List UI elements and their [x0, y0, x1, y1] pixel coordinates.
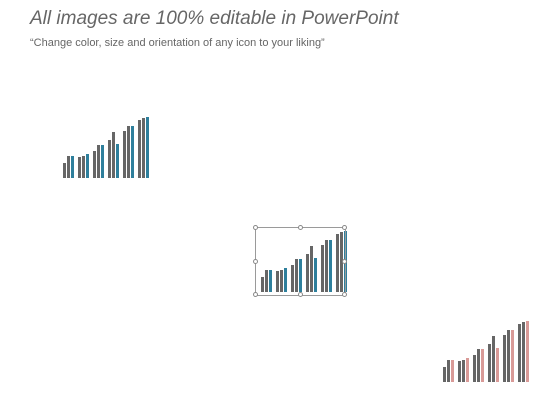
icon-bar: [112, 132, 115, 178]
icon-bar: [93, 151, 96, 178]
icon-bar: [86, 154, 89, 178]
icon-bar: [526, 321, 529, 382]
icon-bar: [280, 270, 283, 292]
icon-bar: [265, 270, 268, 292]
icon-bar: [522, 322, 525, 382]
icon-bar: [138, 120, 141, 178]
icon-bar: [325, 240, 328, 292]
icon-bar: [269, 270, 272, 292]
icon-bar: [82, 156, 85, 178]
resize-handle-top-right[interactable]: [342, 225, 347, 230]
icon-bar: [443, 367, 446, 382]
icon-bar: [496, 348, 499, 382]
icon-bar: [291, 265, 294, 292]
resize-handle-bottom-center[interactable]: [298, 292, 303, 297]
icon-bar: [127, 126, 130, 178]
slide-title: All images are 100% editable in PowerPoi…: [30, 8, 399, 29]
selection-frame[interactable]: [253, 225, 347, 297]
icon-bar: [488, 344, 491, 382]
icon-bar: [116, 144, 119, 178]
bar-chart-icon-pink[interactable]: [442, 320, 529, 384]
resize-handle-top-left[interactable]: [253, 225, 258, 230]
icon-bar: [123, 131, 126, 178]
icon-bar: [473, 355, 476, 382]
icon-bar: [314, 258, 317, 292]
icon-bar: [108, 140, 111, 178]
resize-handle-bottom-left[interactable]: [253, 292, 258, 297]
icon-bar: [503, 335, 506, 382]
icon-bar: [507, 330, 510, 382]
resize-handle-middle-right[interactable]: [342, 259, 347, 264]
icon-bar: [306, 254, 309, 292]
icon-bar: [276, 271, 279, 292]
icon-bar: [340, 232, 343, 292]
icon-bar: [447, 360, 450, 382]
resize-handle-bottom-right[interactable]: [342, 292, 347, 297]
bar-chart-icon-teal[interactable]: [62, 116, 149, 180]
icon-bar: [477, 349, 480, 382]
icon-bar: [481, 349, 484, 382]
icon-bar: [299, 259, 302, 292]
icon-bar: [451, 360, 454, 382]
icon-bar: [78, 157, 81, 178]
icon-bar: [101, 145, 104, 178]
icon-bar: [71, 156, 74, 178]
icon-bar: [131, 126, 134, 178]
icon-bar: [67, 156, 70, 178]
icon-bar: [63, 163, 66, 178]
icon-bar: [321, 245, 324, 292]
slide-subtitle: “Change color, size and orientation of a…: [30, 37, 325, 49]
icon-bar: [492, 336, 495, 382]
icon-bar: [518, 324, 521, 382]
icon-bar: [329, 240, 332, 292]
icon-bar: [458, 361, 461, 382]
icon-bar: [142, 118, 145, 178]
icon-bar: [462, 360, 465, 382]
icon-bar: [466, 358, 469, 382]
icon-bar: [336, 234, 339, 292]
resize-handle-middle-left[interactable]: [253, 259, 258, 264]
icon-bar: [511, 330, 514, 382]
icon-bar: [261, 277, 264, 292]
icon-bar: [310, 246, 313, 292]
icon-bar: [284, 268, 287, 292]
icon-bar: [295, 259, 298, 292]
icon-bar: [97, 145, 100, 178]
icon-bar: [146, 117, 149, 178]
resize-handle-top-center[interactable]: [298, 225, 303, 230]
